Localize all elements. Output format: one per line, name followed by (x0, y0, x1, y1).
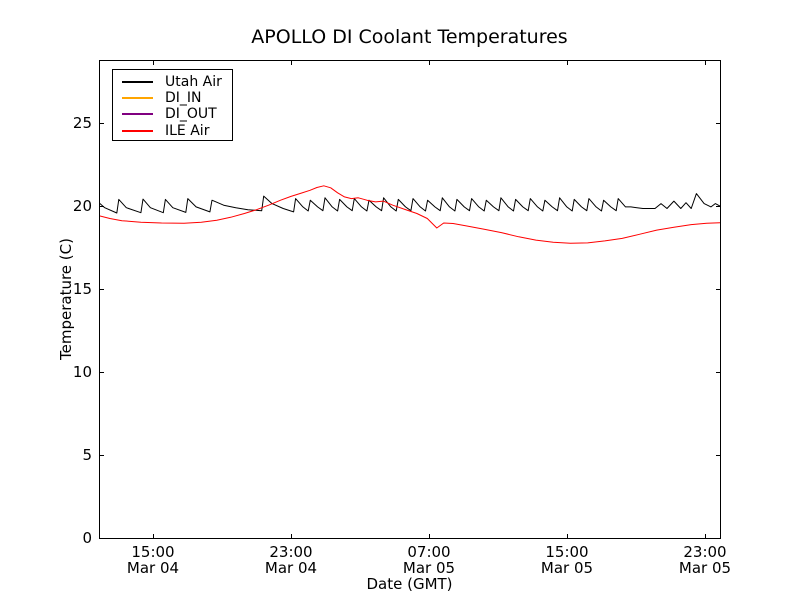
legend-line-sample (122, 113, 153, 115)
x-tick-time-label: 23:00 (683, 543, 727, 561)
legend-line-sample (122, 81, 153, 83)
series-line-utah-air (99, 193, 720, 214)
legend-label: DI_OUT (165, 106, 217, 122)
legend-line-sample (122, 97, 153, 99)
y-axis-label: Temperature (C) (57, 238, 75, 360)
legend-entry-di-out: DI_OUT (122, 107, 217, 121)
legend-entry-ile-air: ILE Air (122, 124, 209, 138)
legend-entry-utah-air: Utah Air (122, 75, 222, 89)
series-lines (99, 185, 720, 244)
x-tick-time-label: 15:00 (545, 543, 589, 561)
legend-entry-di-in: DI_IN (122, 91, 202, 105)
x-tick-date-label: Mar 04 (264, 559, 318, 577)
x-tick-date-label: Mar 05 (540, 559, 594, 577)
series-line-ile-air (99, 185, 720, 244)
x-tick-time-label: 15:00 (131, 543, 175, 561)
y-tick-label: 15 (72, 280, 92, 299)
y-tick-label: 20 (72, 197, 92, 216)
x-axis-label: Date (GMT) (366, 575, 453, 593)
y-tick-label: 25 (72, 114, 92, 133)
x-tick-time-label: 07:00 (407, 543, 451, 561)
axis-ticks (100, 61, 720, 539)
x-tick-date-label: Mar 05 (402, 559, 456, 577)
plot-border (99, 60, 721, 539)
x-tick-date-label: Mar 05 (678, 559, 732, 577)
x-tick-time-label: 23:00 (269, 543, 313, 561)
chart-title: APOLLO DI Coolant Temperatures (251, 26, 568, 48)
legend: Utah Air DI_IN DI_OUT ILE Air (112, 69, 233, 141)
legend-label: DI_IN (165, 90, 202, 106)
y-tick-label: 0 (82, 529, 92, 547)
legend-label: ILE Air (165, 123, 210, 139)
legend-label: Utah Air (165, 74, 222, 90)
x-tick-date-label: Mar 04 (126, 559, 180, 577)
y-tick-label: 5 (82, 446, 92, 464)
legend-line-sample (122, 130, 153, 132)
y-tick-label: 10 (72, 363, 92, 382)
